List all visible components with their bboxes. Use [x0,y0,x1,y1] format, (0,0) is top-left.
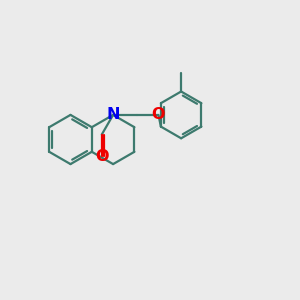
Text: O: O [152,107,165,122]
Text: N: N [106,107,120,122]
Text: O: O [95,148,109,164]
